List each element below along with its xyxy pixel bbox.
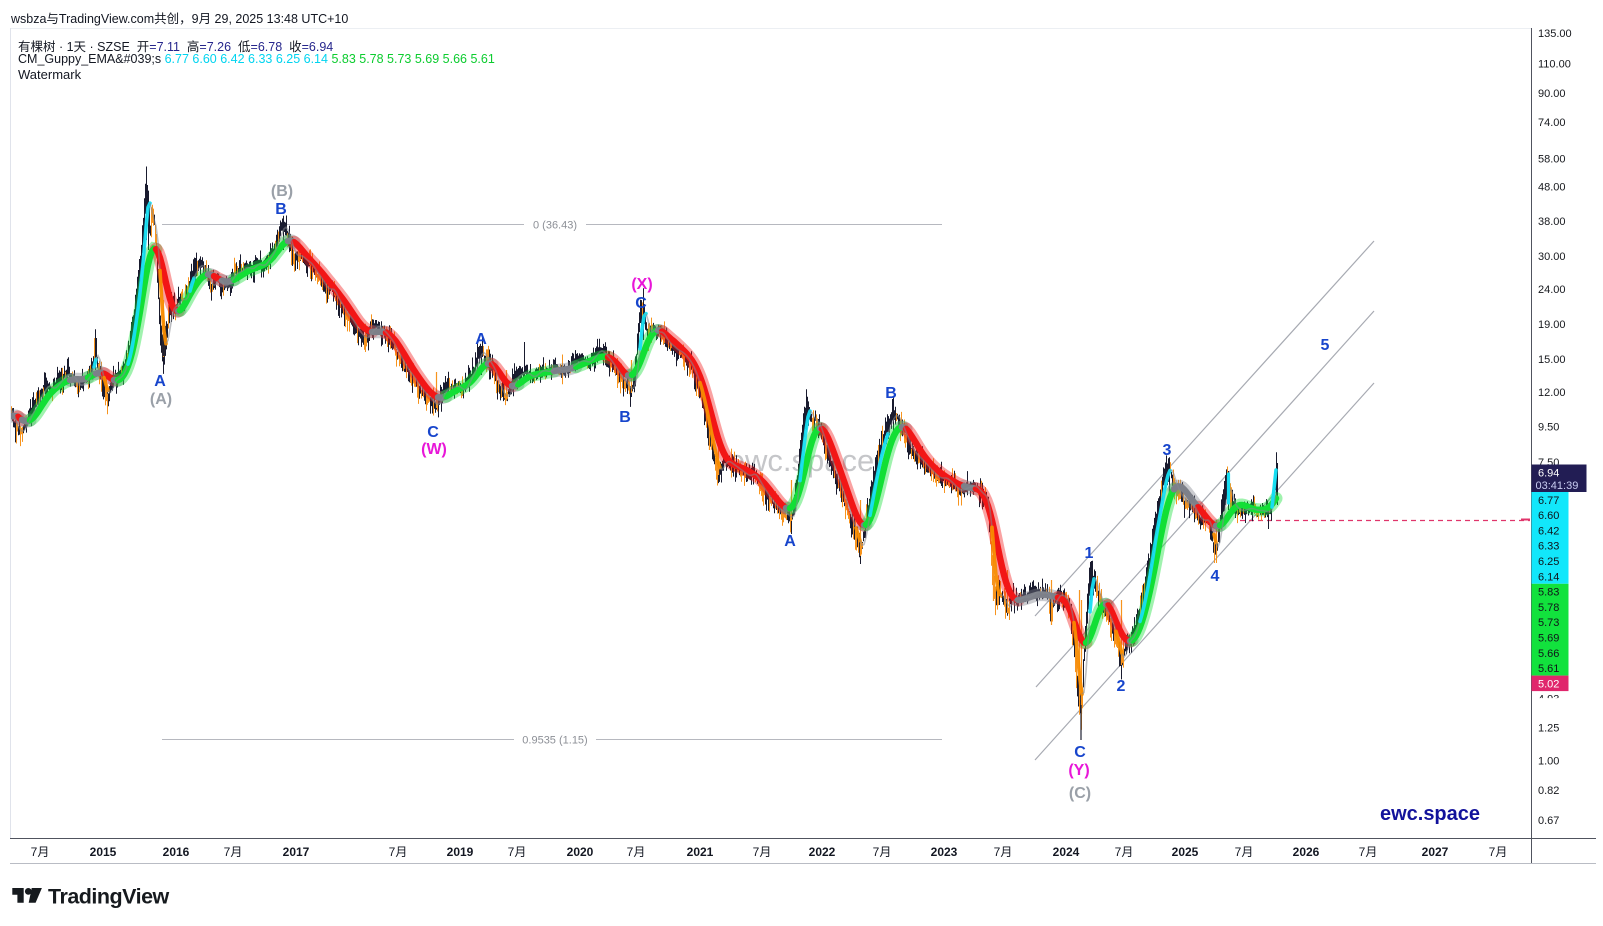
svg-text:0.9535 (1.15): 0.9535 (1.15) <box>522 735 587 747</box>
svg-text:2016: 2016 <box>163 845 190 859</box>
svg-text:C: C <box>635 295 647 312</box>
svg-text:TradingView: TradingView <box>48 885 170 909</box>
svg-text:B: B <box>275 201 287 218</box>
svg-text:5: 5 <box>1321 337 1330 354</box>
svg-text:1.00: 1.00 <box>1538 756 1559 768</box>
svg-text:6.25: 6.25 <box>1538 556 1559 568</box>
svg-text:90.00: 90.00 <box>1538 88 1566 100</box>
svg-text:12.00: 12.00 <box>1538 387 1566 399</box>
svg-text:ewc.space: ewc.space <box>1380 803 1480 825</box>
svg-text:7月: 7月 <box>1235 845 1254 859</box>
svg-text:1: 1 <box>1085 545 1094 562</box>
svg-text:6.33: 6.33 <box>1538 541 1559 553</box>
svg-text:6.42: 6.42 <box>1538 525 1559 537</box>
svg-text:7月: 7月 <box>873 845 892 859</box>
svg-text:03:41:39: 03:41:39 <box>1536 480 1579 492</box>
svg-text:30.00: 30.00 <box>1538 251 1566 263</box>
svg-text:(C): (C) <box>1069 785 1091 802</box>
svg-text:C: C <box>1074 744 1086 761</box>
svg-text:2025: 2025 <box>1172 845 1199 859</box>
svg-text:135.00: 135.00 <box>1538 28 1572 40</box>
svg-text:19.00: 19.00 <box>1538 319 1566 331</box>
svg-text:A: A <box>154 373 166 390</box>
svg-text:7月: 7月 <box>224 845 243 859</box>
svg-text:5.61: 5.61 <box>1538 663 1559 675</box>
svg-text:2027: 2027 <box>1422 845 1449 859</box>
svg-text:2015: 2015 <box>90 845 117 859</box>
svg-text:110.00: 110.00 <box>1538 58 1571 70</box>
svg-text:0 (36.43): 0 (36.43) <box>533 220 577 232</box>
svg-text:2022: 2022 <box>809 845 836 859</box>
svg-text:5.69: 5.69 <box>1538 633 1559 645</box>
svg-text:7月: 7月 <box>1489 845 1508 859</box>
svg-text:2: 2 <box>1117 678 1126 695</box>
svg-text:2021: 2021 <box>687 845 714 859</box>
svg-text:9.50: 9.50 <box>1538 422 1559 434</box>
svg-text:5.66: 5.66 <box>1538 648 1559 660</box>
svg-text:(W): (W) <box>421 441 447 458</box>
svg-text:B: B <box>619 409 631 426</box>
svg-text:1.25: 1.25 <box>1538 723 1559 735</box>
svg-text:7月: 7月 <box>31 845 50 859</box>
svg-text:74.00: 74.00 <box>1538 117 1566 129</box>
svg-text:2019: 2019 <box>447 845 474 859</box>
svg-text:2017: 2017 <box>283 845 310 859</box>
svg-text:B: B <box>885 385 897 402</box>
svg-text:6.94: 6.94 <box>1538 468 1559 480</box>
svg-text:6.14: 6.14 <box>1538 571 1559 583</box>
svg-text:A: A <box>784 533 796 550</box>
svg-text:3: 3 <box>1163 442 1172 459</box>
svg-text:2023: 2023 <box>931 845 958 859</box>
svg-text:5.83: 5.83 <box>1538 587 1559 599</box>
svg-text:7月: 7月 <box>753 845 772 859</box>
svg-text:7月: 7月 <box>389 845 408 859</box>
svg-text:5.02: 5.02 <box>1538 679 1559 691</box>
svg-text:2026: 2026 <box>1293 845 1320 859</box>
svg-text:(B): (B) <box>271 183 293 200</box>
svg-text:0.67: 0.67 <box>1538 815 1559 827</box>
svg-text:7月: 7月 <box>1115 845 1134 859</box>
svg-text:6.60: 6.60 <box>1538 510 1559 522</box>
svg-text:4: 4 <box>1211 568 1220 585</box>
svg-text:48.00: 48.00 <box>1538 181 1566 193</box>
svg-text:7月: 7月 <box>1359 845 1378 859</box>
svg-text:(X): (X) <box>631 276 652 293</box>
svg-text:(Y): (Y) <box>1068 762 1089 779</box>
svg-text:6.77: 6.77 <box>1538 495 1559 507</box>
svg-text:5.73: 5.73 <box>1538 617 1559 629</box>
svg-text:(A): (A) <box>150 391 172 408</box>
svg-text:7月: 7月 <box>994 845 1013 859</box>
svg-text:0.82: 0.82 <box>1538 785 1559 797</box>
svg-text:2020: 2020 <box>567 845 594 859</box>
svg-text:2024: 2024 <box>1053 845 1080 859</box>
svg-text:C: C <box>427 424 439 441</box>
svg-text:15.00: 15.00 <box>1538 354 1566 366</box>
svg-text:38.00: 38.00 <box>1538 216 1566 228</box>
svg-text:A: A <box>475 331 487 348</box>
svg-text:58.00: 58.00 <box>1538 153 1566 165</box>
svg-text:24.00: 24.00 <box>1538 284 1566 296</box>
svg-text:7月: 7月 <box>627 845 646 859</box>
svg-text:5.78: 5.78 <box>1538 602 1559 614</box>
svg-text:7月: 7月 <box>508 845 527 859</box>
